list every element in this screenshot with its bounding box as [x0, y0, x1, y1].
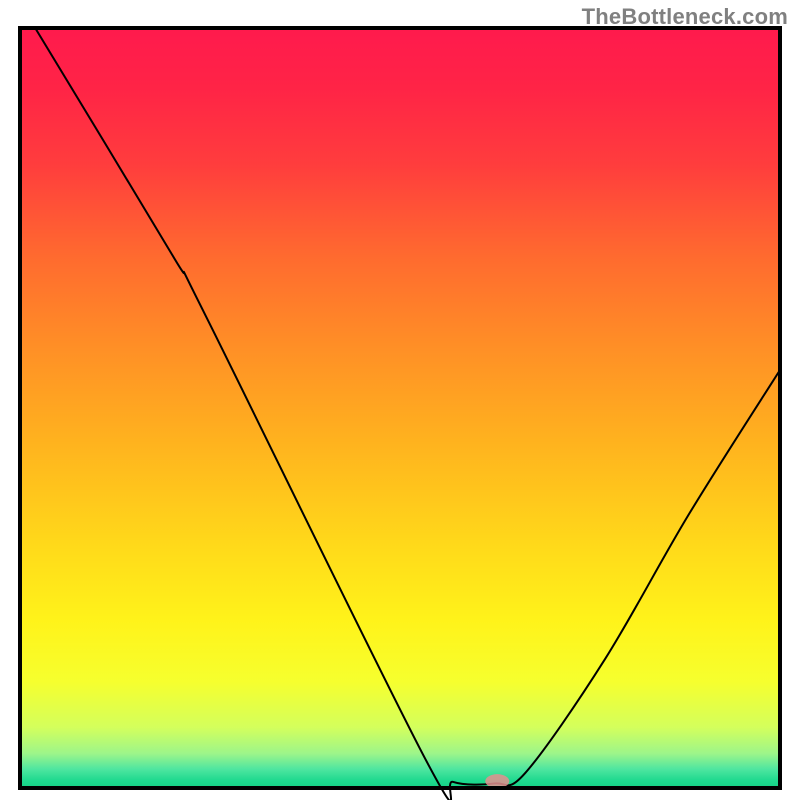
chart-background	[20, 28, 780, 788]
bottleneck-chart	[0, 0, 800, 800]
watermark-text: TheBottleneck.com	[582, 4, 788, 30]
chart-svg	[0, 0, 800, 800]
